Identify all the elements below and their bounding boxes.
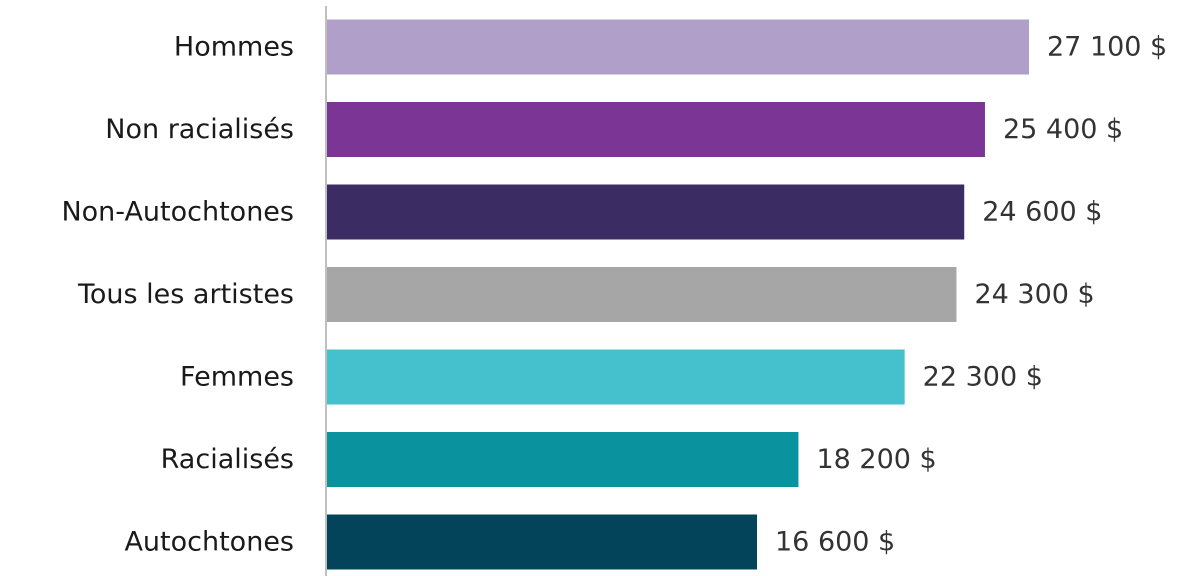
- category-label-0: Hommes: [174, 32, 294, 63]
- value-label-2: 24 600 $: [982, 197, 1102, 228]
- bar-0: [327, 19, 1029, 75]
- bars-group: [327, 19, 1029, 570]
- category-label-6: Autochtones: [124, 527, 294, 558]
- value-label-0: 27 100 $: [1047, 32, 1167, 63]
- value-label-3: 24 300 $: [974, 279, 1094, 310]
- bar-5: [327, 432, 799, 487]
- bar-6: [327, 514, 758, 570]
- category-label-1: Non racialisés: [105, 114, 294, 145]
- value-label-4: 22 300 $: [923, 362, 1043, 393]
- bar-4: [327, 349, 905, 405]
- category-labels: Hommes Non racialisés Non-Autochtones Tous …: [61, 32, 294, 558]
- bar-3: [327, 267, 957, 322]
- value-label-5: 18 200 $: [816, 444, 936, 475]
- category-label-4: Femmes: [180, 362, 294, 393]
- value-label-6: 16 600 $: [775, 527, 895, 558]
- bar-1: [327, 102, 985, 157]
- bar-2: [327, 184, 965, 240]
- value-labels: 27 100 $ 25 400 $ 24 600 $ 24 300 $ 22 300 $…: [775, 32, 1167, 558]
- category-label-3: Tous les artistes: [77, 279, 294, 310]
- category-label-2: Non-Autochtones: [61, 197, 294, 228]
- category-label-5: Racialisés: [161, 444, 294, 475]
- value-label-1: 25 400 $: [1003, 114, 1123, 145]
